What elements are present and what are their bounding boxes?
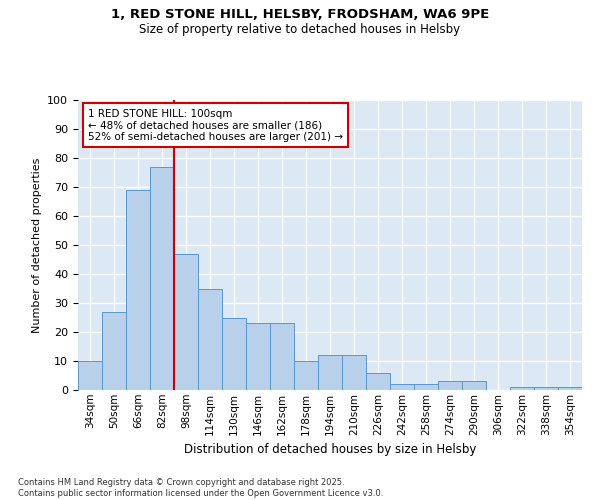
Text: Size of property relative to detached houses in Helsby: Size of property relative to detached ho… [139,22,461,36]
Bar [198,288,222,390]
Bar [78,361,102,390]
Bar [270,324,294,390]
Bar [102,312,126,390]
Bar [558,387,582,390]
Bar [534,387,558,390]
Bar [318,355,342,390]
Bar [342,355,366,390]
X-axis label: Distribution of detached houses by size in Helsby: Distribution of detached houses by size … [184,443,476,456]
Bar [462,382,486,390]
Bar [126,190,150,390]
Bar [246,324,270,390]
Bar [510,387,534,390]
Bar [150,166,174,390]
Y-axis label: Number of detached properties: Number of detached properties [32,158,42,332]
Bar [414,384,438,390]
Bar [366,372,390,390]
Text: Contains HM Land Registry data © Crown copyright and database right 2025.
Contai: Contains HM Land Registry data © Crown c… [18,478,383,498]
Bar [174,254,198,390]
Bar [438,382,462,390]
Bar [390,384,414,390]
Bar [294,361,318,390]
Text: 1 RED STONE HILL: 100sqm
← 48% of detached houses are smaller (186)
52% of semi-: 1 RED STONE HILL: 100sqm ← 48% of detach… [88,108,343,142]
Bar [222,318,246,390]
Text: 1, RED STONE HILL, HELSBY, FRODSHAM, WA6 9PE: 1, RED STONE HILL, HELSBY, FRODSHAM, WA6… [111,8,489,20]
